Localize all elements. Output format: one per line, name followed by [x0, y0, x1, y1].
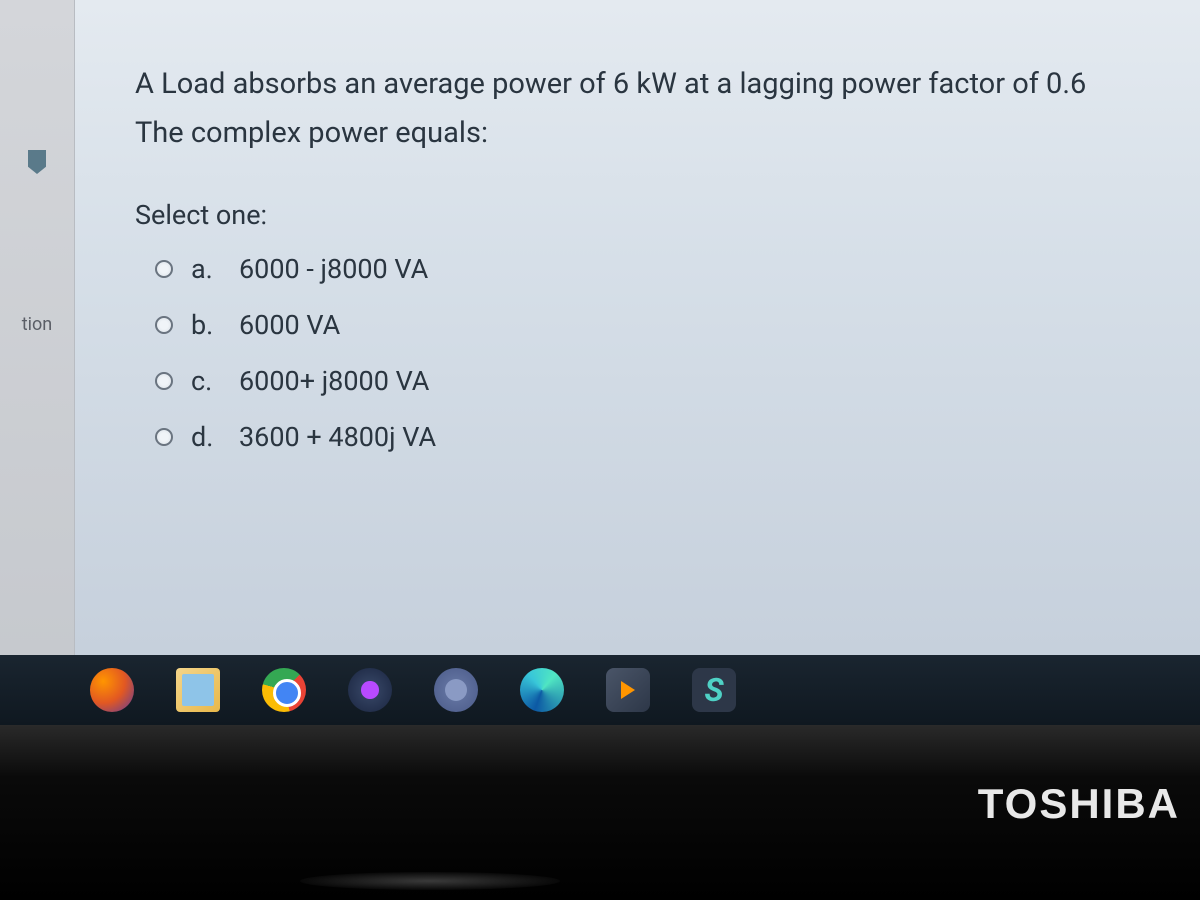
- select-one-label: Select one:: [135, 199, 1160, 231]
- edge-icon[interactable]: [520, 668, 564, 712]
- touchpad-edge: [300, 872, 560, 890]
- file-explorer-icon[interactable]: [176, 668, 220, 712]
- windows-taskbar[interactable]: S: [0, 655, 1200, 725]
- sidebar-label-fragment: tion: [22, 314, 52, 335]
- option-letter: c.: [191, 365, 215, 397]
- question-panel: A Load absorbs an average power of 6 kW …: [75, 0, 1200, 655]
- option-a[interactable]: a. 6000 - j8000 VA: [155, 253, 1160, 285]
- chrome-icon[interactable]: [262, 668, 306, 712]
- flag-icon[interactable]: [28, 150, 46, 174]
- radio-icon[interactable]: [155, 428, 173, 446]
- option-text: 6000 VA: [239, 309, 340, 341]
- option-text: 6000+ j8000 VA: [239, 365, 429, 397]
- option-b[interactable]: b. 6000 VA: [155, 309, 1160, 341]
- option-letter: a.: [191, 253, 215, 285]
- quiz-sidebar: tion: [0, 0, 75, 655]
- option-c[interactable]: c. 6000+ j8000 VA: [155, 365, 1160, 397]
- firefox-icon[interactable]: [90, 668, 134, 712]
- screen-area: tion A Load absorbs an average power of …: [0, 0, 1200, 655]
- option-letter: b.: [191, 309, 215, 341]
- option-text: 6000 - j8000 VA: [239, 253, 428, 285]
- option-text: 3600 + 4800j VA: [239, 421, 436, 453]
- radio-icon[interactable]: [155, 260, 173, 278]
- opera-gx-icon[interactable]: [348, 668, 392, 712]
- radio-icon[interactable]: [155, 316, 173, 334]
- question-line-1: A Load absorbs an average power of 6 kW …: [135, 60, 1160, 109]
- options-group: a. 6000 - j8000 VA b. 6000 VA c. 6000+ j…: [135, 253, 1160, 453]
- option-letter: d.: [191, 421, 215, 453]
- laptop-brand-logo: TOSHIBA: [978, 780, 1180, 828]
- option-d[interactable]: d. 3600 + 4800j VA: [155, 421, 1160, 453]
- radio-icon[interactable]: [155, 372, 173, 390]
- media-player-icon[interactable]: [606, 668, 650, 712]
- question-line-2: The complex power equals:: [135, 109, 1160, 158]
- question-text: A Load absorbs an average power of 6 kW …: [135, 60, 1160, 159]
- skype-icon[interactable]: S: [692, 668, 736, 712]
- teams-icon[interactable]: [434, 668, 478, 712]
